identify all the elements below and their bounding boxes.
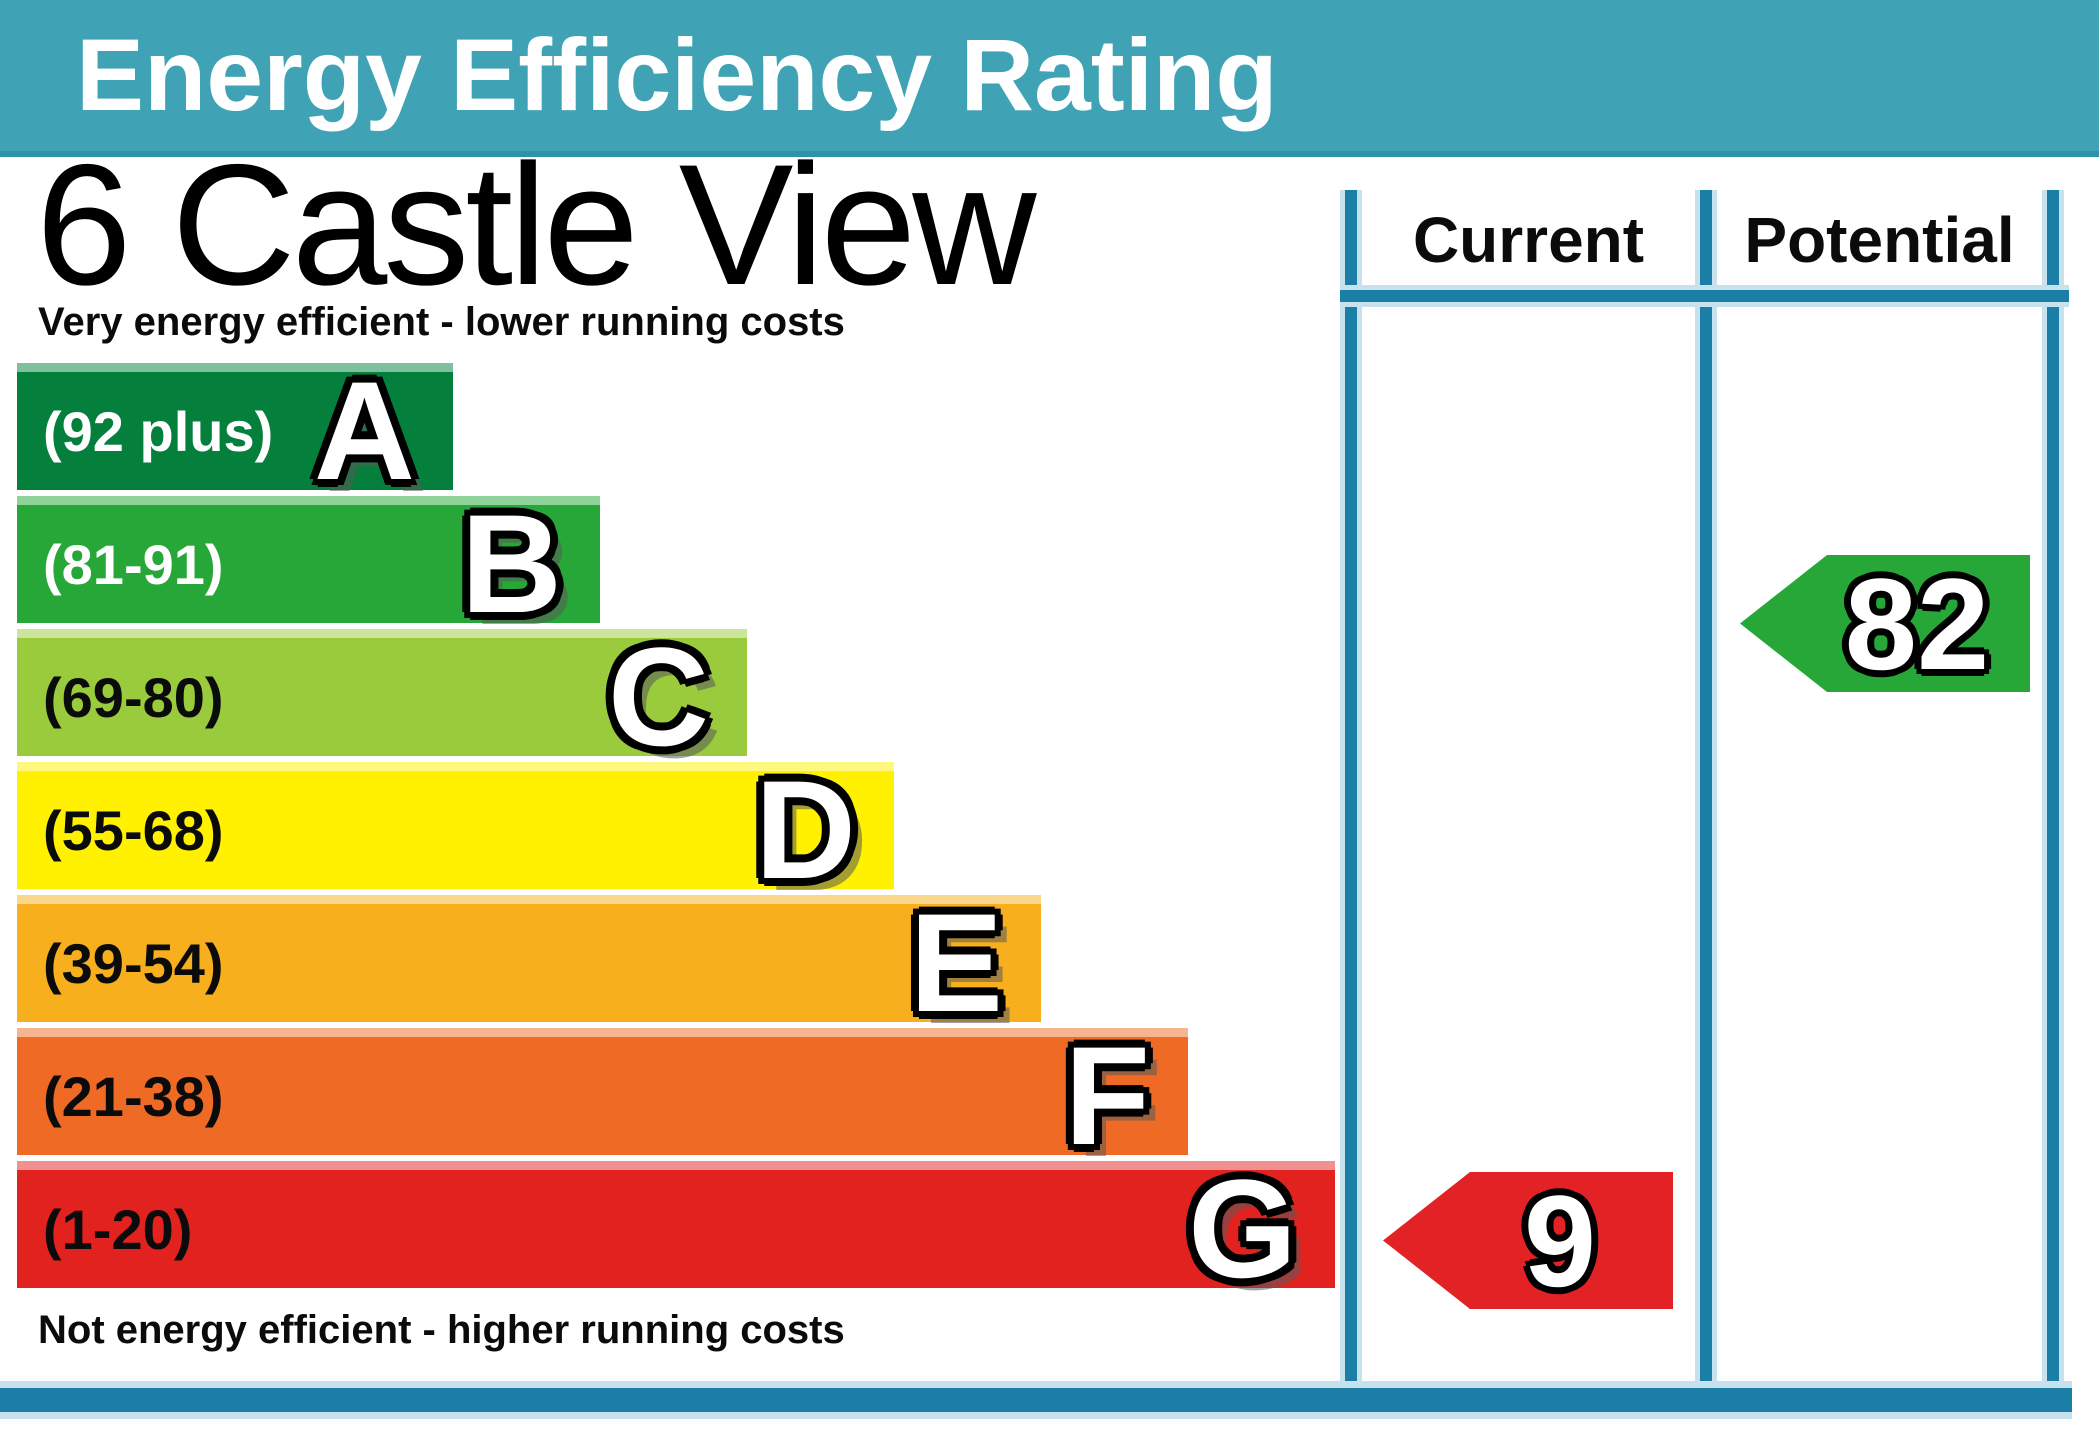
current-rating-arrow: 9 (1383, 1172, 1673, 1309)
band-c: (69-80) C (17, 627, 747, 767)
band-d: (55-68) D (17, 760, 894, 900)
columns-left-border (1340, 190, 1362, 1388)
bottom-note: Not energy efficient - higher running co… (38, 1308, 845, 1352)
columns-header-divider (1340, 285, 2069, 307)
property-name: 6 Castle View (36, 129, 1036, 321)
band-a-letter: A (313, 352, 415, 509)
band-f-range: (21-38) (43, 1064, 224, 1128)
band-c-range: (69-80) (43, 665, 224, 729)
columns-divider (1695, 190, 1717, 1388)
band-b-range: (81-91) (43, 532, 224, 596)
band-g-letter: G (1188, 1150, 1297, 1307)
band-b-letter: B (460, 485, 562, 642)
band-c-letter: C (607, 618, 709, 775)
band-f: (21-38) F (17, 1026, 1188, 1166)
band-g: (1-20) G (17, 1159, 1335, 1299)
band-e-range: (39-54) (43, 931, 224, 995)
band-d-range: (55-68) (43, 798, 224, 862)
band-a: (92 plus) A (17, 361, 453, 501)
potential-column-header: Potential (1744, 204, 2015, 276)
band-e: (39-54) E (17, 893, 1041, 1033)
potential-rating-arrow: 82 (1740, 555, 2030, 692)
top-note: Very energy efficient - lower running co… (38, 300, 845, 344)
band-a-range: (92 plus) (43, 399, 274, 463)
bottom-border-bar (0, 1381, 2072, 1419)
band-d-letter: D (754, 751, 856, 908)
header-bar: Energy Efficiency Rating (0, 0, 2099, 157)
columns-right-border (2042, 190, 2064, 1388)
current-column-header: Current (1412, 204, 1645, 276)
band-f-letter: F (1064, 1017, 1150, 1174)
potential-rating-value: 82 (1844, 550, 1990, 697)
band-e-letter: E (909, 884, 1003, 1041)
band-b: (81-91) B (17, 494, 600, 634)
band-g-range: (1-20) (43, 1197, 193, 1261)
current-rating-value: 9 (1523, 1167, 1597, 1314)
page-title: Energy Efficiency Rating (76, 18, 1278, 132)
